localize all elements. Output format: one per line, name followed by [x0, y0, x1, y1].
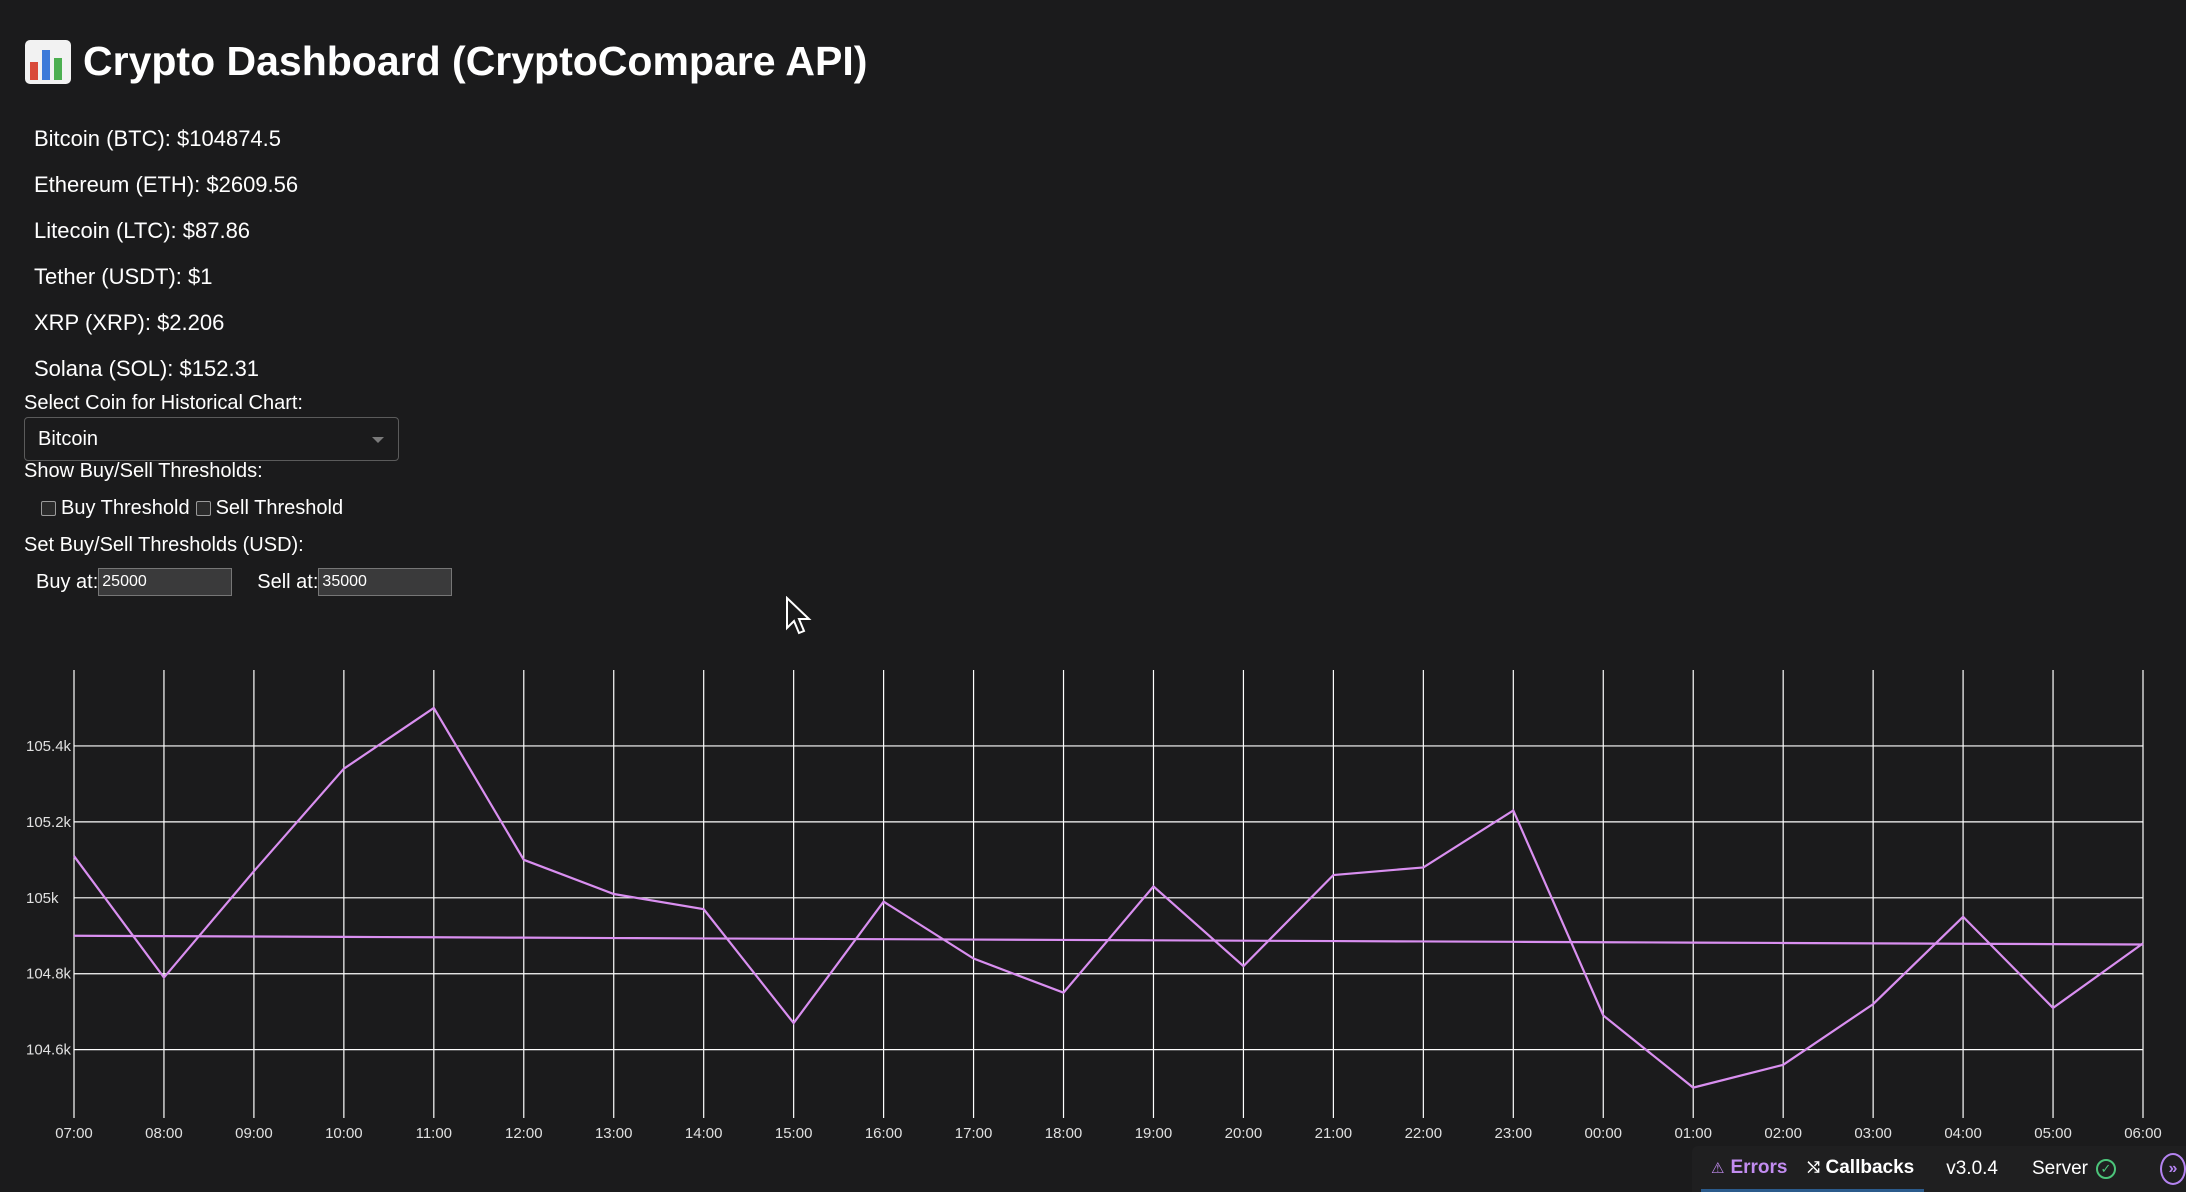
coin-dropdown[interactable]: Bitcoin	[24, 417, 399, 461]
sell-threshold-label: Sell Threshold	[215, 497, 344, 519]
bar-chart-icon	[25, 39, 71, 84]
coin-dropdown-value: Bitcoin	[38, 427, 99, 450]
x-tick-label: 04:00	[1944, 1125, 1982, 1140]
y-tick-label: 105k	[26, 890, 59, 907]
x-tick-label: 06:00	[2124, 1125, 2162, 1140]
x-tick-label: 01:00	[1674, 1125, 1712, 1140]
x-tick-label: 12:00	[505, 1125, 543, 1140]
buy-threshold-label: Buy Threshold	[61, 497, 190, 519]
y-tick-label: 105.2k	[26, 814, 72, 831]
callbacks-icon: ⤭	[1807, 1159, 1820, 1176]
x-tick-label: 05:00	[2034, 1125, 2072, 1140]
price-xrp: XRP (XRP): $2.206	[34, 310, 225, 335]
x-tick-label: 17:00	[955, 1125, 993, 1140]
x-tick-label: 09:00	[235, 1125, 273, 1140]
x-tick-label: 15:00	[775, 1125, 813, 1140]
series-line-2	[73, 934, 2144, 946]
thresholds-label: Show Buy/Sell Thresholds:	[24, 460, 263, 482]
x-tick-label: 23:00	[1495, 1125, 1533, 1140]
x-tick-label: 11:00	[416, 1125, 452, 1140]
version-label: v3.0.4	[1946, 1158, 1998, 1179]
x-tick-label: 10:00	[325, 1125, 363, 1140]
expand-icon[interactable]: »	[2159, 1153, 2186, 1185]
sell-at-label: Sell at:	[257, 570, 319, 593]
x-tick-label: 00:00	[1584, 1125, 1622, 1140]
buy-at-input[interactable]	[98, 568, 233, 596]
x-tick-label: 07:00	[55, 1125, 93, 1140]
coin-select-label: Select Coin for Historical Chart:	[24, 392, 303, 414]
price-ltc: Litecoin (LTC): $87.86	[34, 218, 251, 243]
threshold-checkboxes: Buy Threshold Sell Threshold	[41, 497, 349, 520]
errors-tab[interactable]: ⚠ Errors	[1701, 1146, 1798, 1192]
page-title: Crypto Dashboard (CryptoCompare API)	[25, 38, 867, 85]
threshold-inputs: Buy at: Sell at:	[36, 568, 477, 596]
x-tick-label: 03:00	[1854, 1125, 1892, 1140]
server-status[interactable]: Server ✓	[2032, 1158, 2116, 1180]
set-thresholds-label: Set Buy/Sell Thresholds (USD):	[24, 534, 304, 556]
x-tick-label: 19:00	[1135, 1125, 1173, 1140]
dev-tools-bar: ⚠ Errors ⤭ Callbacks v3.0.4 Server ✓ »	[1692, 1146, 2186, 1192]
y-tick-label: 105.4k	[26, 738, 72, 755]
x-tick-label: 21:00	[1315, 1125, 1353, 1140]
x-tick-label: 16:00	[865, 1125, 903, 1140]
x-tick-label: 13:00	[595, 1125, 633, 1140]
buy-at-label: Buy at:	[36, 570, 99, 593]
x-tick-label: 18:00	[1045, 1125, 1083, 1140]
check-icon: ✓	[2095, 1159, 2116, 1179]
x-tick-label: 22:00	[1405, 1125, 1443, 1140]
callbacks-tab[interactable]: ⤭ Callbacks	[1797, 1146, 1925, 1192]
callbacks-tab-label: Callbacks	[1825, 1156, 1915, 1178]
mouse-cursor-icon	[786, 596, 812, 635]
x-tick-label: 14:00	[685, 1125, 723, 1140]
price-history-chart[interactable]: 104.6k 104.8k 105k 105.2k 105.4k 07:00 08:00 09…	[0, 660, 2186, 1140]
sell-threshold-checkbox[interactable]	[195, 501, 211, 516]
buy-threshold-checkbox[interactable]	[41, 501, 56, 516]
errors-tab-label: Errors	[1730, 1156, 1788, 1178]
x-tick-label: 20:00	[1225, 1125, 1263, 1140]
price-btc: Bitcoin (BTC): $104874.5	[34, 126, 282, 151]
page-title-text: Crypto Dashboard (CryptoCompare API)	[83, 38, 868, 84]
price-usdt: Tether (USDT): $1	[34, 264, 213, 289]
x-tick-label: 08:00	[145, 1125, 183, 1140]
price-sol: Solana (SOL): $152.31	[34, 356, 260, 381]
sell-at-input[interactable]	[318, 568, 453, 596]
y-tick-label: 104.6k	[26, 1042, 72, 1059]
price-eth: Ethereum (ETH): $2609.56	[34, 172, 299, 197]
chevron-down-icon	[372, 437, 384, 443]
server-label: Server	[2032, 1158, 2088, 1179]
warning-icon: ⚠	[1711, 1159, 1725, 1177]
y-tick-label: 104.8k	[26, 966, 72, 983]
x-tick-label: 02:00	[1764, 1125, 1802, 1140]
